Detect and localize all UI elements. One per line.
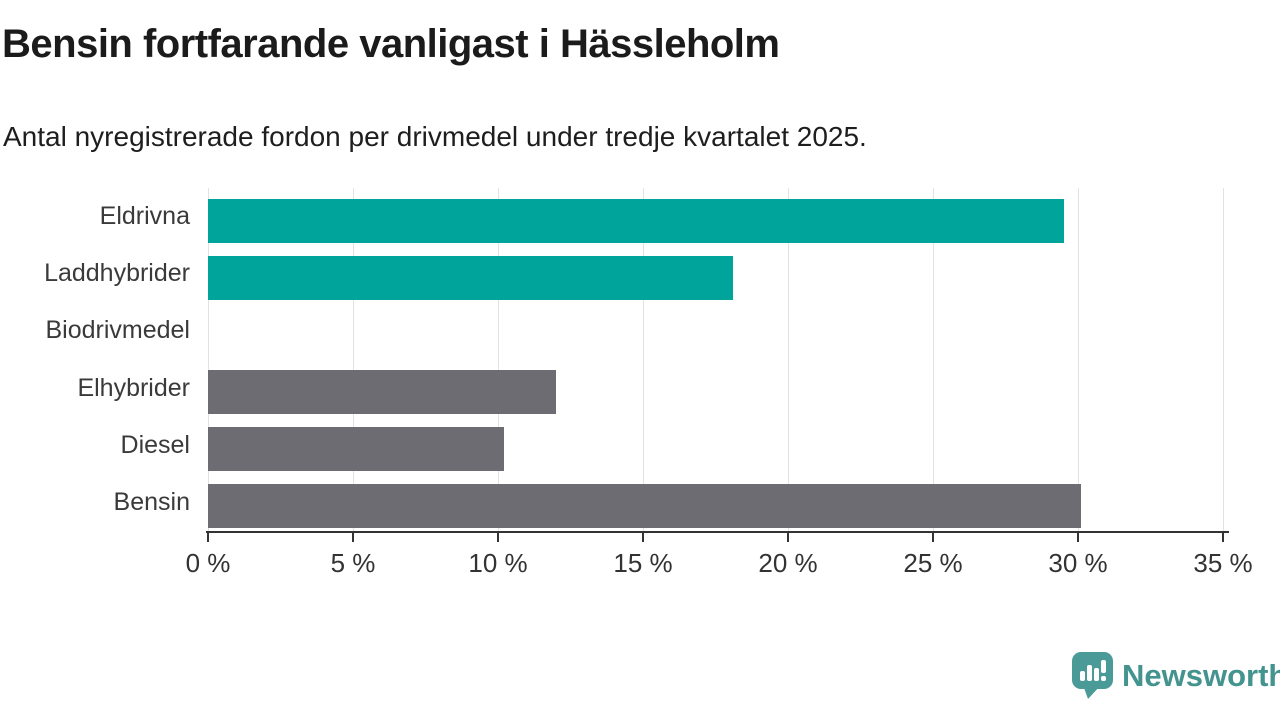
x-axis-tick xyxy=(1222,533,1224,542)
x-tick-label: 20 % xyxy=(758,548,818,578)
category-label: Diesel xyxy=(120,430,190,459)
category-label: Eldrivna xyxy=(99,202,190,231)
gridline xyxy=(1223,188,1224,531)
gridline xyxy=(353,188,354,531)
bar xyxy=(208,427,504,472)
newsworthy-speech-bubble-chart-icon xyxy=(1072,652,1113,699)
x-axis-tick xyxy=(1077,533,1079,542)
x-axis-tick xyxy=(207,533,209,542)
x-tick-label: 10 % xyxy=(468,548,528,578)
bar xyxy=(208,198,1064,243)
x-axis-tick xyxy=(787,533,789,542)
newsworthy-logo: Newsworthy xyxy=(1072,652,1280,700)
x-tick-label: 25 % xyxy=(903,548,963,578)
x-axis-tick xyxy=(932,533,934,542)
bar xyxy=(208,484,1081,529)
x-tick-label: 5 % xyxy=(330,548,376,578)
bar xyxy=(208,255,733,300)
x-tick-label: 15 % xyxy=(613,548,673,578)
x-tick-label: 35 % xyxy=(1193,548,1253,578)
x-axis-tick xyxy=(352,533,354,542)
gridline xyxy=(498,188,499,531)
chart-subtitle: Antal nyregistrerade fordon per drivmede… xyxy=(3,121,867,152)
x-tick-label: 30 % xyxy=(1048,548,1108,578)
chart-title: Bensin fortfarande vanligast i Hässlehol… xyxy=(2,22,780,66)
category-label: Laddhybrider xyxy=(44,259,190,288)
x-axis-tick xyxy=(497,533,499,542)
category-label: Biodrivmedel xyxy=(45,316,190,345)
category-label: Elhybrider xyxy=(77,373,190,402)
gridline xyxy=(643,188,644,531)
newsworthy-wordmark: Newsworthy xyxy=(1122,658,1280,693)
bar xyxy=(208,370,556,415)
x-tick-label: 0 % xyxy=(185,548,231,578)
gridline xyxy=(1078,188,1079,531)
x-axis-line xyxy=(206,531,1229,533)
gridline xyxy=(208,188,209,531)
x-axis-tick xyxy=(642,533,644,542)
category-label: Bensin xyxy=(113,487,190,516)
gridline xyxy=(933,188,934,531)
gridline xyxy=(788,188,789,531)
